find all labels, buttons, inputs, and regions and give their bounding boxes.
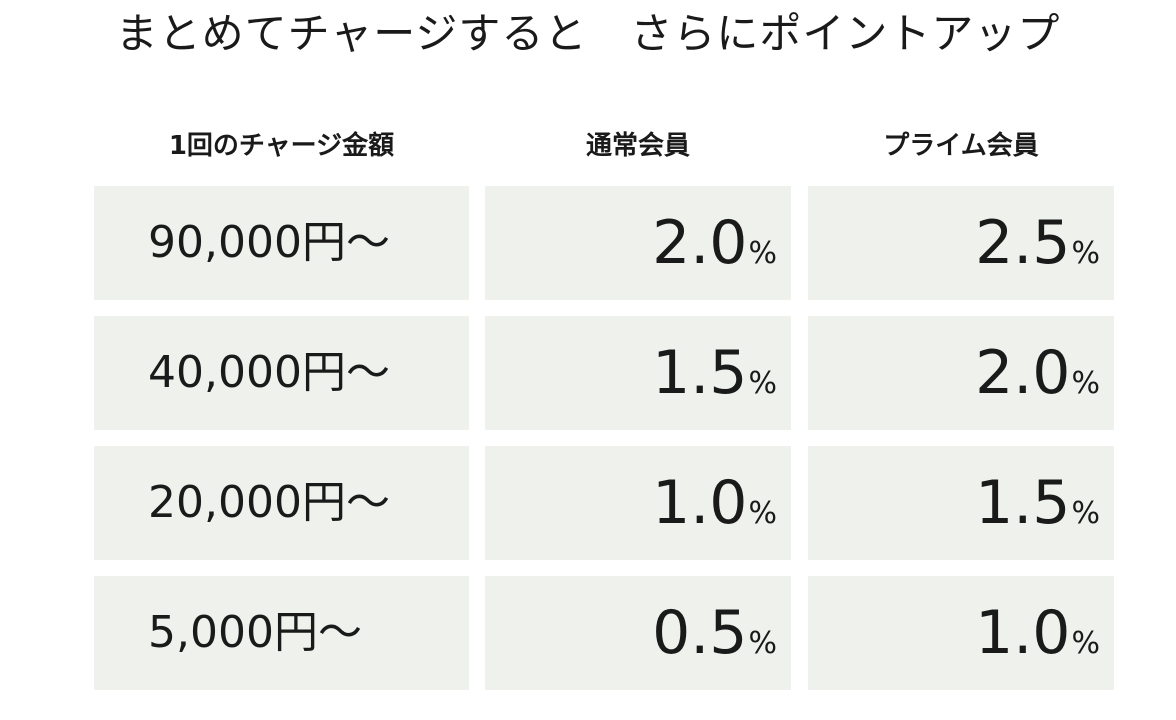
regular-rate-cell: 2.0% [485, 186, 791, 300]
prime-rate-cell: 2.0% [808, 316, 1114, 430]
amount-value: 20,000円〜 [148, 477, 390, 528]
percent-sign: % [748, 496, 777, 531]
percent-sign: % [1071, 366, 1100, 401]
table-row: 5,000円〜 0.5% 1.0% [94, 576, 1114, 690]
percent-sign: % [748, 626, 777, 661]
header-charge-amount: 1回のチャージ金額 [168, 131, 395, 161]
regular-rate-cell: 1.0% [485, 446, 791, 560]
table-row: 20,000円〜 1.0% 1.5% [94, 446, 1114, 560]
regular-rate-value: 1.0 [652, 468, 748, 538]
regular-rate-value: 2.0 [652, 208, 748, 278]
amount-value: 5,000円〜 [148, 607, 362, 658]
regular-rate-cell: 1.5% [485, 316, 791, 430]
percent-sign: % [748, 236, 777, 271]
amount-cell: 90,000円〜 [94, 186, 469, 300]
header-prime-member: プライム会員 [883, 131, 1039, 161]
amount-value: 40,000円〜 [148, 347, 390, 398]
percent-sign: % [748, 366, 777, 401]
regular-rate-value: 1.5 [652, 338, 748, 408]
percent-sign: % [1071, 236, 1100, 271]
percent-sign: % [1071, 496, 1100, 531]
prime-rate-value: 2.5 [975, 208, 1071, 278]
amount-cell: 5,000円〜 [94, 576, 469, 690]
prime-rate-cell: 1.5% [808, 446, 1114, 560]
prime-rate-value: 1.0 [975, 598, 1071, 668]
prime-rate-value: 2.0 [975, 338, 1071, 408]
percent-sign: % [1071, 626, 1100, 661]
prime-rate-cell: 2.5% [808, 186, 1114, 300]
page-title: まとめてチャージすると さらにポイントアップ [115, 9, 1061, 58]
amount-cell: 20,000円〜 [94, 446, 469, 560]
amount-value: 90,000円〜 [148, 217, 390, 268]
prime-rate-cell: 1.0% [808, 576, 1114, 690]
table-row: 40,000円〜 1.5% 2.0% [94, 316, 1114, 430]
prime-rate-value: 1.5 [975, 468, 1071, 538]
regular-rate-cell: 0.5% [485, 576, 791, 690]
regular-rate-value: 0.5 [652, 598, 748, 668]
rate-table: 90,000円〜 2.0% 2.5% 40,000円〜 1.5% 2.0% 20… [94, 186, 1114, 706]
table-row: 90,000円〜 2.0% 2.5% [94, 186, 1114, 300]
amount-cell: 40,000円〜 [94, 316, 469, 430]
header-regular-member: 通常会員 [585, 131, 690, 161]
